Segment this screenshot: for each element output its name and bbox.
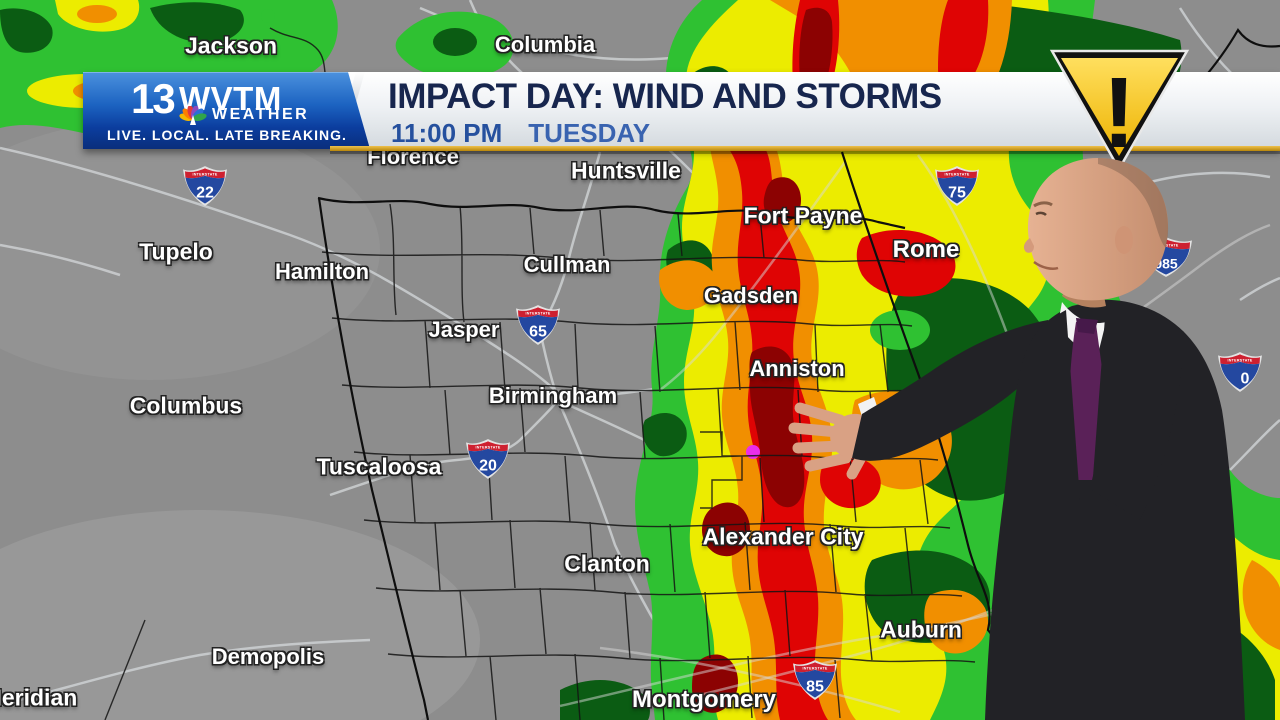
banner-time: 11:00 PM [391,118,503,148]
station-tagline: LIVE. LOCAL. LATE BREAKING. [107,127,347,143]
hail-core-dot [746,445,760,459]
department-label: WEATHER [212,106,310,123]
header-banner: IMPACT DAY: WIND AND STORMS 11:00 PM TUES… [83,72,1280,149]
county-boundaries [104,27,976,720]
station-logo-panel: 13 WVTM WEATHER LIVE. LOCAL. LATE BREAKI… [83,72,370,149]
banner-shadow [330,151,1280,154]
banner-timestamp: 11:00 PM TUESDAY [391,118,650,149]
banner-gold-strip [330,146,1280,151]
state-boundaries [317,27,1280,720]
banner-title: IMPACT DAY: WIND AND STORMS [388,77,942,116]
banner-day: TUESDAY [528,118,651,148]
nbc-peacock-icon [179,106,207,126]
channel-number: 13 [131,75,174,122]
